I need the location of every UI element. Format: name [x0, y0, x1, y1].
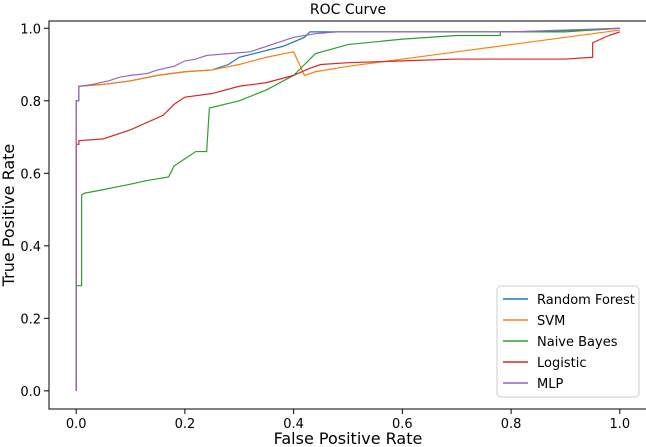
y-tick-label: 0.2: [20, 312, 41, 327]
y-tick-label: 0.4: [20, 240, 41, 255]
y-tick-label: 0.8: [20, 95, 41, 110]
legend: Random Forest SVM Naive Bayes Logistic MLP: [496, 285, 640, 398]
x-tick-label: 0.4: [283, 417, 304, 432]
x-axis-title: False Positive Rate: [274, 429, 423, 447]
legend-label-mlp: MLP: [537, 377, 563, 392]
y-tick-label: 0.6: [20, 167, 41, 182]
legend-label-logistic: Logistic: [537, 356, 586, 371]
x-tick-label: 0.2: [175, 417, 196, 432]
x-axis: 0.0 0.2 0.4 0.6 0.8 1.0: [66, 409, 630, 432]
y-tick-label: 1.0: [20, 22, 41, 37]
legend-box: [496, 285, 640, 398]
y-axis: 0.0 0.2 0.4 0.6 0.8 1.0: [20, 22, 49, 400]
y-tick-label: 0.0: [20, 385, 41, 400]
plot-frame: [48, 20, 646, 410]
chart-title: ROC Curve: [310, 2, 386, 18]
series-line-mlp: [75, 27, 620, 391]
y-axis-title: True Positive Rate: [0, 144, 18, 288]
series-layer: [75, 27, 621, 391]
x-tick-label: 0.8: [501, 417, 522, 432]
legend-label-naive-bayes: Naive Bayes: [537, 335, 618, 350]
legend-label-svm: SVM: [537, 314, 565, 329]
series-line-naive-bayes: [75, 27, 620, 391]
legend-label-random-forest: Random Forest: [537, 293, 635, 308]
series-line-logistic: [75, 31, 621, 391]
x-tick-label: 0.0: [66, 417, 87, 432]
x-tick-label: 1.0: [609, 417, 630, 432]
x-tick-label: 0.6: [392, 417, 413, 432]
